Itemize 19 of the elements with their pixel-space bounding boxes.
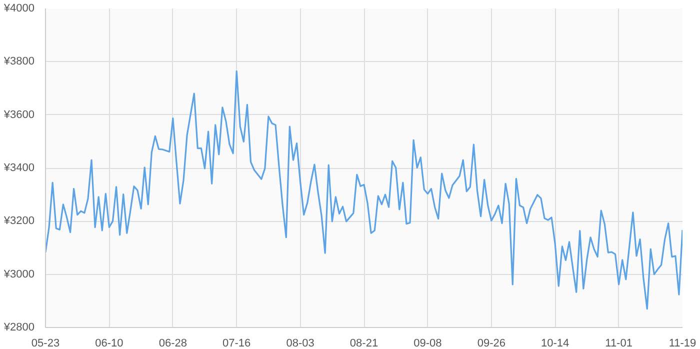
x-tick-label: 09-08 (414, 338, 442, 349)
x-tick-label: 08-03 (286, 338, 314, 349)
y-tick-label: ¥3000 (2, 268, 35, 280)
y-tick-label: ¥3400 (2, 162, 35, 174)
x-tick-label: 06-28 (158, 338, 187, 349)
y-tick-label: ¥3600 (2, 108, 35, 121)
y-tick-label: ¥4000 (2, 2, 35, 14)
x-tick-label: 07-16 (222, 338, 251, 349)
x-tick-label: 05-23 (31, 338, 60, 349)
x-tick-label: 11-01 (605, 338, 632, 349)
x-tick-label: 06-10 (95, 338, 124, 349)
y-tick-label: ¥2800 (2, 322, 35, 334)
x-tick-label: 10-14 (541, 338, 570, 349)
y-tick-label: ¥3800 (2, 56, 35, 68)
y-tick-label: ¥3200 (2, 215, 35, 228)
x-tick-label: 09-26 (477, 338, 506, 349)
x-tick-label: 11-19 (668, 338, 696, 349)
x-tick-label: 08-21 (350, 338, 378, 349)
line-series (46, 70, 682, 310)
